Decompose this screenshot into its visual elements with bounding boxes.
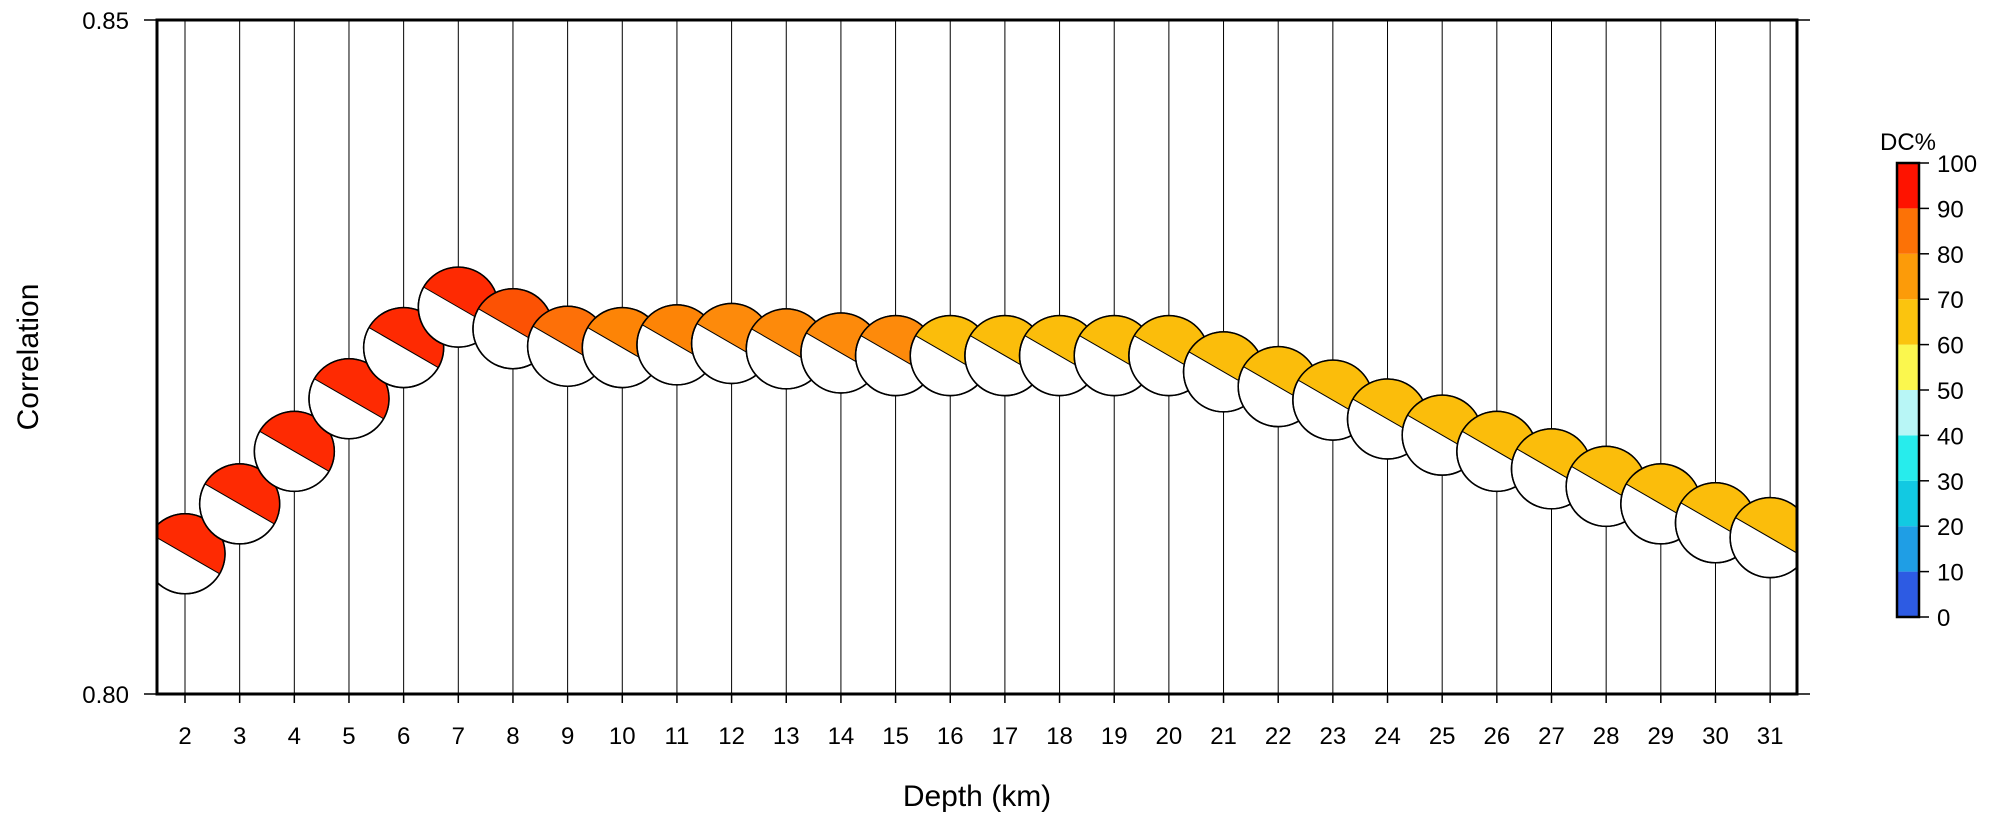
x-tick-label-15: 15: [882, 723, 909, 750]
x-tick-label-28: 28: [1593, 723, 1620, 750]
beachball-compression-3: [205, 463, 280, 524]
colorbar-tick-label-20: 20: [1937, 514, 1964, 541]
beachball-outline-3: [198, 463, 281, 545]
beachball-compression-4: [259, 411, 335, 472]
y-tick-label-0.85: 0.85: [82, 8, 129, 35]
x-tick-label-5: 5: [342, 723, 355, 750]
x-tick-label-11: 11: [664, 723, 689, 750]
dc-colorbar: 0 10 20 30 40 50 60 70 80 90 100: [1895, 151, 1977, 632]
beachball-compression-5: [314, 358, 389, 419]
x-tick-label-8: 8: [506, 723, 519, 750]
beachball-nodal-plane-31: [1735, 517, 1797, 554]
beachball-depth-3: [198, 463, 281, 545]
x-tick-label-27: 27: [1538, 723, 1565, 750]
x-tick-label-25: 25: [1429, 723, 1456, 750]
beachball-compression-31: [1735, 497, 1797, 554]
beachball-nodal-plane-5: [314, 378, 384, 420]
beachball-outline-2: [157, 513, 226, 595]
plot-frame: [155, 18, 1799, 696]
colorbar-tick-label-100: 100: [1937, 151, 1977, 178]
colorbar-tick-label-80: 80: [1937, 242, 1964, 269]
x-tick-label-6: 6: [397, 723, 410, 750]
x-tick-label-13: 13: [773, 723, 800, 750]
colorbar-segment-0: [1897, 571, 1919, 617]
colorbar-segment-4: [1897, 390, 1919, 436]
x-tick-label-24: 24: [1374, 723, 1401, 750]
beachball-nodal-plane-2: [157, 537, 220, 575]
colorbar-tick-label-30: 30: [1937, 469, 1964, 496]
colorbar-segment-3: [1897, 435, 1919, 481]
colorbar-tick-label-60: 60: [1937, 333, 1964, 360]
x-tick-label-19: 19: [1101, 723, 1128, 750]
colorbar-tick-label-90: 90: [1937, 196, 1964, 223]
x-tick-label-26: 26: [1483, 723, 1510, 750]
colorbar-tick-label-40: 40: [1937, 423, 1964, 450]
x-tick-label-22: 22: [1265, 723, 1292, 750]
beachball-depth-31: [1729, 496, 1797, 579]
x-tick-label-16: 16: [937, 723, 964, 750]
colorbar-segment-1: [1897, 526, 1919, 572]
colorbar-segment-8: [1897, 208, 1919, 254]
x-tick-label-23: 23: [1320, 723, 1347, 750]
beachball-nodal-plane-4: [259, 430, 330, 472]
x-tick-label-14: 14: [828, 723, 855, 750]
x-tick-label-2: 2: [178, 723, 191, 750]
y-tick-label-0.80: 0.80: [82, 682, 129, 709]
beachball-nodal-plane-3: [204, 483, 275, 525]
beachball-outline-4: [253, 410, 336, 493]
colorbar-segment-7: [1897, 253, 1919, 300]
x-tick-label-12: 12: [718, 723, 745, 750]
colorbar-tick-label-10: 10: [1937, 560, 1964, 587]
x-axis-label: Depth (km): [903, 780, 1051, 813]
x-tick-label-30: 30: [1702, 723, 1729, 750]
axes: 2 3 4 5 6 7 8 9 10 11 12 13 14 15 16 17 18 19 20 21 22 23 24 25…: [82, 8, 1810, 750]
beachball-depth-4: [253, 410, 336, 493]
x-tick-label-7: 7: [452, 723, 465, 750]
beachball-outline-31: [1729, 496, 1797, 579]
colorbar-segment-5: [1897, 344, 1919, 390]
colorbar-segment-6: [1897, 299, 1919, 345]
x-tick-label-10: 10: [609, 723, 636, 750]
beachball-outline-5: [308, 358, 390, 440]
x-tick-label-18: 18: [1046, 723, 1073, 750]
x-tick-label-17: 17: [992, 723, 1019, 750]
x-tick-label-3: 3: [233, 723, 246, 750]
colorbar-tick-label-70: 70: [1937, 287, 1964, 314]
x-tick-label-31: 31: [1757, 723, 1784, 750]
beachball-markers: [157, 266, 1797, 595]
colorbar-segment-2: [1897, 480, 1919, 527]
x-tick-label-4: 4: [288, 723, 301, 750]
x-tick-label-9: 9: [561, 723, 574, 750]
colorbar-segment-9: [1897, 163, 1919, 209]
y-axis-label: Correlation: [12, 284, 45, 431]
beachball-nodal-plane-6: [368, 327, 439, 368]
beachball-outline-6: [362, 306, 445, 389]
x-tick-label-29: 29: [1647, 723, 1674, 750]
beachball-depth-5: [308, 358, 390, 440]
x-tick-label-20: 20: [1156, 723, 1183, 750]
x-tick-label-21: 21: [1210, 723, 1237, 750]
colorbar-title: DC%: [1880, 129, 1936, 156]
colorbar-tick-label-0: 0: [1937, 605, 1950, 632]
colorbar-tick-label-50: 50: [1937, 378, 1964, 405]
